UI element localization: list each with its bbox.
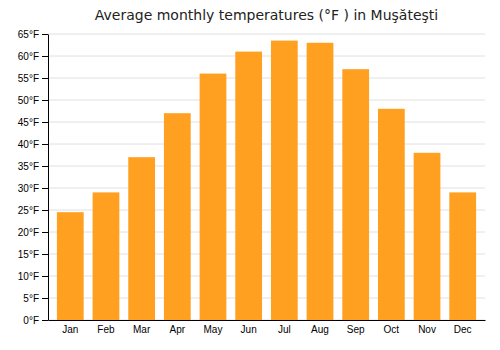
- y-tick-mark: [42, 144, 48, 145]
- y-tick: 30°F: [18, 183, 48, 194]
- y-tick: 65°F: [18, 29, 48, 40]
- y-tick-mark: [42, 320, 48, 321]
- x-tick: Nov: [418, 324, 436, 335]
- y-tick-mark: [42, 100, 48, 101]
- grid-line: [48, 78, 485, 79]
- x-tick: Feb: [97, 324, 115, 335]
- y-tick-mark: [42, 188, 48, 189]
- x-tick-label: Mar: [133, 324, 151, 335]
- grid-line: [48, 56, 485, 57]
- y-tick: 40°F: [18, 139, 48, 150]
- bar: [164, 113, 191, 320]
- plot: 0°F 5°F 10°F 15°F 20°F 25°F 30°F 35°F 40°F 45°F 50…: [18, 29, 486, 335]
- y-tick: 0°F: [23, 315, 48, 326]
- y-tick-mark: [42, 254, 48, 255]
- y-tick-label: 40°F: [18, 139, 39, 150]
- bars: [57, 41, 476, 320]
- bar: [57, 212, 84, 320]
- bar: [414, 153, 441, 320]
- x-tick: Jan: [62, 324, 78, 335]
- x-tick-label: Jun: [241, 324, 257, 335]
- y-tick-label: 45°F: [18, 117, 39, 128]
- y-tick-label: 0°F: [23, 315, 39, 326]
- y-tick-mark: [42, 210, 48, 211]
- y-tick-mark: [42, 166, 48, 167]
- x-tick: May: [204, 324, 223, 335]
- y-tick-label: 15°F: [18, 249, 39, 260]
- grid-line: [48, 122, 485, 123]
- y-tick: 10°F: [18, 271, 48, 282]
- y-tick-mark: [42, 232, 48, 233]
- x-tick-label: Dec: [454, 324, 472, 335]
- x-tick: Oct: [384, 324, 400, 335]
- x-tick: Jul: [278, 324, 291, 335]
- bar: [235, 52, 262, 320]
- chart: 0°F 5°F 10°F 15°F 20°F 25°F 30°F 35°F 40°F 45°F 50…: [0, 0, 500, 350]
- y-tick: 5°F: [23, 293, 48, 304]
- y-tick: 45°F: [18, 117, 48, 128]
- bar: [93, 192, 120, 320]
- x-tick-label: Feb: [97, 324, 115, 335]
- x-tick-label: Oct: [384, 324, 400, 335]
- y-axis: 0°F 5°F 10°F 15°F 20°F 25°F 30°F 35°F 40°F 45°F 50…: [18, 29, 49, 326]
- y-tick-label: 5°F: [23, 293, 39, 304]
- y-tick: 25°F: [18, 205, 48, 216]
- y-tick-label: 10°F: [18, 271, 39, 282]
- x-axis: Jan Feb Mar Apr May Jun Jul Aug Sep Oct Nov Dec: [49, 321, 486, 336]
- y-tick-label: 60°F: [18, 51, 39, 62]
- grid-line: [48, 100, 485, 101]
- y-tick-mark: [42, 34, 48, 35]
- x-tick: Mar: [133, 324, 151, 335]
- grid: [48, 34, 485, 320]
- x-tick: Aug: [311, 324, 329, 335]
- y-tick: 15°F: [18, 249, 48, 260]
- x-tick: Sep: [347, 324, 365, 335]
- x-tick: Dec: [454, 324, 472, 335]
- y-tick-label: 65°F: [18, 29, 39, 40]
- bar: [307, 43, 334, 320]
- y-tick-label: 35°F: [18, 161, 39, 172]
- y-tick-label: 50°F: [18, 95, 39, 106]
- y-tick: 60°F: [18, 51, 48, 62]
- x-tick-label: Jul: [278, 324, 291, 335]
- y-axis-line: [48, 35, 49, 321]
- y-tick: 55°F: [18, 73, 48, 84]
- x-axis-line: [49, 320, 486, 321]
- x-tick-label: Jan: [62, 324, 78, 335]
- bar: [449, 192, 476, 320]
- y-tick: 35°F: [18, 161, 48, 172]
- x-tick-label: Sep: [347, 324, 365, 335]
- x-tick: Jun: [241, 324, 257, 335]
- title: Average monthly temperatures (°F ) in Mu…: [95, 7, 438, 23]
- y-tick: 20°F: [18, 227, 48, 238]
- x-tick-label: Nov: [418, 324, 436, 335]
- bar: [378, 109, 405, 320]
- y-tick-label: 55°F: [18, 73, 39, 84]
- y-tick-label: 30°F: [18, 183, 39, 194]
- y-tick-mark: [42, 56, 48, 57]
- x-tick: Apr: [170, 324, 186, 335]
- grid-line: [48, 144, 485, 145]
- y-tick-mark: [42, 78, 48, 79]
- y-tick-label: 25°F: [18, 205, 39, 216]
- y-tick-mark: [42, 298, 48, 299]
- x-tick-label: Apr: [170, 324, 186, 335]
- y-tick-label: 20°F: [18, 227, 39, 238]
- bar: [200, 74, 227, 320]
- y-tick-mark: [42, 122, 48, 123]
- x-tick-label: May: [204, 324, 223, 335]
- bar: [342, 69, 369, 320]
- y-tick: 50°F: [18, 95, 48, 106]
- y-tick-mark: [42, 276, 48, 277]
- bar: [128, 157, 155, 320]
- bar: [271, 41, 298, 320]
- x-tick-label: Aug: [311, 324, 329, 335]
- grid-line: [48, 34, 485, 35]
